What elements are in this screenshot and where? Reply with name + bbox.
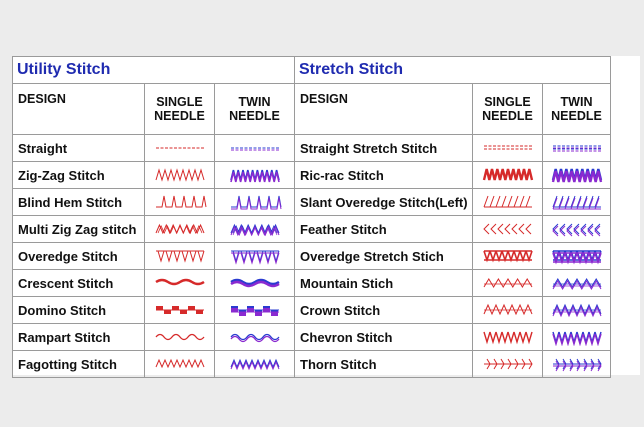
- stretch-stitch-name: Overedge Stretch Stich: [294, 242, 473, 270]
- utility-single-needle-swatch: [144, 215, 215, 243]
- utility-stitch-name: Overedge Stitch: [12, 242, 145, 270]
- utility-stitch-name: Zig-Zag Stitch: [12, 161, 145, 189]
- stretch-single-needle-swatch: [472, 215, 543, 243]
- stretch-twin-needle-header: TWIN NEEDLE: [542, 83, 611, 135]
- stretch-stitch-name: Ric-rac Stitch: [294, 161, 473, 189]
- stretch-stitch-title: Stretch Stitch: [294, 56, 611, 84]
- stretch-twin-needle-swatch: [542, 296, 611, 324]
- utility-row: Zig-Zag Stitch: [12, 161, 295, 189]
- utility-stitch-table: Utility Stitch DESIGN SINGLE NEEDLE TWIN N…: [12, 56, 295, 378]
- stretch-single-needle-header: SINGLE NEEDLE: [472, 83, 543, 135]
- stitch-chart: Utility Stitch DESIGN SINGLE NEEDLE TWIN N…: [12, 56, 640, 378]
- stretch-twin-needle-swatch: [542, 188, 611, 216]
- utility-twin-needle-swatch: [214, 350, 295, 378]
- stretch-stitch-table: Stretch Stitch DESIGN SINGLE NEEDLE TWIN N…: [294, 56, 611, 378]
- stretch-row: Ric-rac Stitch: [294, 161, 611, 189]
- stretch-twin-needle-swatch: [542, 215, 611, 243]
- utility-row: Fagotting Stitch: [12, 350, 295, 378]
- utility-single-needle-header: SINGLE NEEDLE: [144, 83, 215, 135]
- stretch-row: Overedge Stretch Stich: [294, 242, 611, 270]
- stretch-single-needle-swatch: [472, 161, 543, 189]
- stretch-stitch-name: Feather Stitch: [294, 215, 473, 243]
- stretch-single-needle-swatch: [472, 188, 543, 216]
- stretch-row: Slant Overedge Stitch(Left): [294, 188, 611, 216]
- stretch-row: Feather Stitch: [294, 215, 611, 243]
- stretch-twin-needle-swatch: [542, 242, 611, 270]
- utility-single-needle-swatch: [144, 350, 215, 378]
- utility-twin-needle-swatch: [214, 215, 295, 243]
- utility-twin-needle-swatch: [214, 188, 295, 216]
- utility-row: Straight: [12, 134, 295, 162]
- utility-twin-needle-swatch: [214, 269, 295, 297]
- utility-single-needle-swatch: [144, 134, 215, 162]
- utility-single-needle-swatch: [144, 161, 215, 189]
- utility-stitch-name: Multi Zig Zag stitch: [12, 215, 145, 243]
- utility-twin-needle-swatch: [214, 323, 295, 351]
- utility-single-needle-swatch: [144, 323, 215, 351]
- stretch-row: Mountain Stich: [294, 269, 611, 297]
- stretch-twin-needle-swatch: [542, 269, 611, 297]
- stretch-stitch-name: Mountain Stich: [294, 269, 473, 297]
- utility-design-header: DESIGN: [12, 83, 145, 135]
- stretch-row: Chevron Stitch: [294, 323, 611, 351]
- utility-single-needle-swatch: [144, 242, 215, 270]
- utility-stitch-name: Blind Hem Stitch: [12, 188, 145, 216]
- stretch-single-needle-swatch: [472, 269, 543, 297]
- stretch-row: Crown Stitch: [294, 296, 611, 324]
- utility-twin-needle-header: TWIN NEEDLE: [214, 83, 295, 135]
- stretch-twin-needle-swatch: [542, 350, 611, 378]
- utility-row: Overedge Stitch: [12, 242, 295, 270]
- stretch-stitch-name: Slant Overedge Stitch(Left): [294, 188, 473, 216]
- stretch-stitch-name: Chevron Stitch: [294, 323, 473, 351]
- stretch-single-needle-swatch: [472, 242, 543, 270]
- utility-single-needle-swatch: [144, 269, 215, 297]
- utility-twin-needle-swatch: [214, 296, 295, 324]
- utility-twin-needle-swatch: [214, 134, 295, 162]
- stretch-twin-needle-swatch: [542, 161, 611, 189]
- utility-row: Multi Zig Zag stitch: [12, 215, 295, 243]
- stretch-stitch-name: Straight Stretch Stitch: [294, 134, 473, 162]
- stretch-single-needle-swatch: [472, 350, 543, 378]
- utility-row: Crescent Stitch: [12, 269, 295, 297]
- utility-stitch-name: Crescent Stitch: [12, 269, 145, 297]
- stretch-twin-needle-swatch: [542, 323, 611, 351]
- utility-stitch-title: Utility Stitch: [12, 56, 295, 84]
- stretch-single-needle-swatch: [472, 134, 543, 162]
- stretch-twin-needle-swatch: [542, 134, 611, 162]
- utility-twin-needle-swatch: [214, 161, 295, 189]
- utility-row: Blind Hem Stitch: [12, 188, 295, 216]
- stretch-row: Straight Stretch Stitch: [294, 134, 611, 162]
- utility-twin-needle-swatch: [214, 242, 295, 270]
- stretch-single-needle-swatch: [472, 323, 543, 351]
- stretch-single-needle-swatch: [472, 296, 543, 324]
- utility-stitch-name: Fagotting Stitch: [12, 350, 145, 378]
- utility-single-needle-swatch: [144, 188, 215, 216]
- utility-row: Rampart Stitch: [12, 323, 295, 351]
- stretch-design-header: DESIGN: [294, 83, 473, 135]
- utility-single-needle-swatch: [144, 296, 215, 324]
- stretch-row: Thorn Stitch: [294, 350, 611, 378]
- utility-stitch-name: Rampart Stitch: [12, 323, 145, 351]
- utility-row: Domino Stitch: [12, 296, 295, 324]
- utility-stitch-name: Straight: [12, 134, 145, 162]
- utility-stitch-name: Domino Stitch: [12, 296, 145, 324]
- stretch-stitch-name: Thorn Stitch: [294, 350, 473, 378]
- stretch-stitch-name: Crown Stitch: [294, 296, 473, 324]
